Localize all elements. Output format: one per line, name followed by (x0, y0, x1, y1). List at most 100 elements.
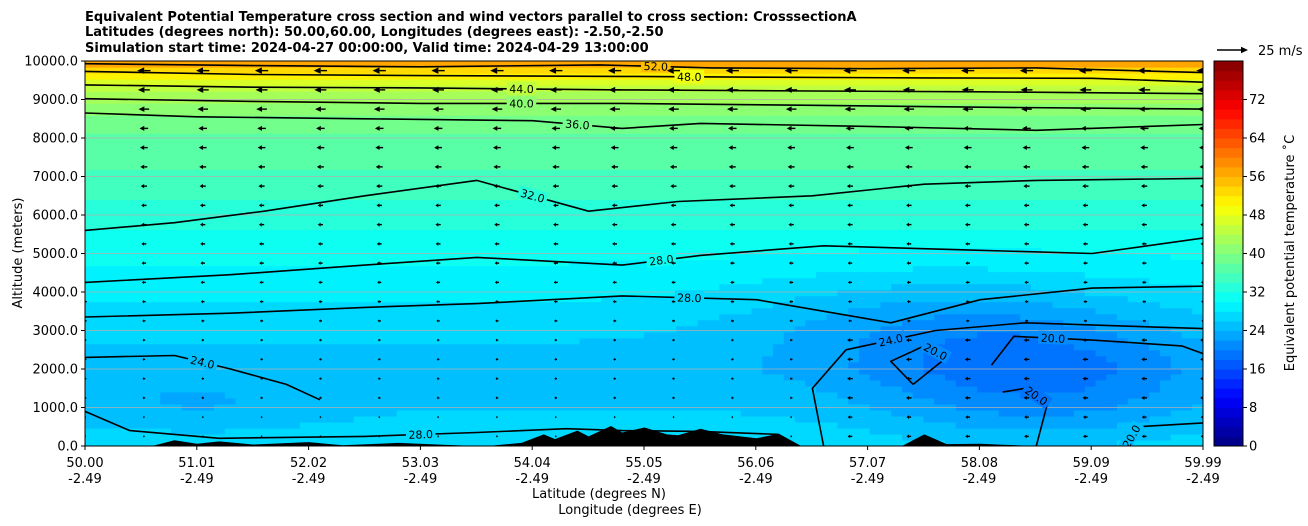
field-cell (794, 265, 806, 273)
field-cell (633, 271, 645, 279)
field-cell (988, 277, 1000, 285)
field-cell (1149, 433, 1161, 441)
field-cell (1009, 229, 1021, 237)
field-cell (149, 283, 161, 291)
field-cell (998, 157, 1011, 164)
field-cell (805, 223, 817, 231)
field-cell (310, 259, 323, 267)
field-cell (1063, 295, 1075, 303)
field-cell (1074, 415, 1086, 423)
field-cell (902, 169, 914, 176)
field-cell (880, 313, 892, 321)
field-cell (730, 349, 742, 357)
field-cell (504, 331, 516, 339)
field-cell (1160, 355, 1172, 363)
field-cell (730, 265, 742, 273)
field-cell (568, 235, 581, 243)
field-cell (730, 199, 742, 206)
field-cell (106, 325, 118, 333)
field-cell (1192, 265, 1203, 273)
field-cell (751, 325, 763, 333)
field-cell (1009, 391, 1021, 399)
field-cell (160, 421, 172, 429)
field-cell (622, 169, 634, 176)
field-cell (343, 367, 355, 375)
field-cell (267, 415, 280, 423)
field-cell (138, 391, 151, 399)
field-cell (1181, 409, 1193, 417)
field-cell (687, 313, 699, 321)
field-cell (966, 205, 978, 212)
field-cell (751, 301, 763, 309)
field-cell (461, 169, 473, 176)
field-cell (740, 247, 753, 255)
field-cell (386, 301, 398, 309)
field-cell (257, 205, 269, 212)
field-cell (375, 373, 387, 381)
field-cell (837, 229, 849, 237)
field-cell (1074, 367, 1086, 375)
field-cell (278, 325, 290, 333)
field-cell (730, 283, 742, 291)
field-cell (869, 307, 882, 315)
field-cell (482, 385, 495, 393)
field-cell (364, 409, 376, 417)
field-cell (128, 193, 140, 200)
field-cell (977, 325, 989, 333)
field-cell (848, 157, 860, 164)
field-cell (1181, 199, 1193, 206)
field-cell (214, 415, 226, 423)
field-cell (353, 253, 366, 261)
field-cell (235, 247, 247, 255)
field-cell (504, 367, 516, 375)
field-cell (1031, 277, 1043, 285)
field-cell (654, 379, 667, 387)
field-cell (515, 355, 527, 363)
field-cell (504, 343, 516, 351)
field-cell (762, 289, 774, 297)
field-cell (912, 169, 925, 176)
field-cell (998, 181, 1011, 188)
field-cell (1170, 247, 1183, 255)
field-cell (601, 253, 613, 261)
field-cell (762, 325, 774, 333)
field-cell (848, 439, 860, 446)
field-cell (730, 187, 742, 194)
field-cell (117, 205, 129, 212)
field-cell (1031, 325, 1043, 333)
field-cell (1117, 433, 1129, 441)
field-cell (1192, 427, 1203, 435)
field-cell (945, 181, 957, 188)
field-cell (117, 163, 129, 170)
field-cell (117, 301, 129, 309)
field-cell (923, 175, 935, 182)
field-cell (794, 205, 806, 212)
field-cell (1095, 223, 1107, 231)
field-cell (773, 415, 785, 423)
field-cell (568, 289, 581, 297)
field-cell (429, 415, 441, 423)
field-cell (816, 265, 828, 273)
field-cell (1160, 415, 1172, 423)
field-cell (912, 343, 925, 351)
field-cell (85, 235, 97, 243)
field-cell (525, 277, 538, 285)
field-cell (622, 235, 634, 243)
field-cell (1084, 163, 1097, 170)
field-cell (450, 223, 462, 231)
field-cell (816, 283, 828, 291)
field-cell (579, 193, 591, 200)
field-cell (1117, 289, 1129, 297)
field-cell (837, 295, 849, 303)
field-cell (1138, 415, 1150, 423)
field-cell (450, 415, 462, 423)
field-cell (117, 235, 129, 243)
field-cell (1074, 355, 1086, 363)
field-cell (934, 289, 946, 297)
field-cell (1117, 193, 1129, 200)
field-cell (751, 163, 763, 170)
field-cell (622, 283, 634, 291)
field-cell (1074, 205, 1086, 212)
field-cell (762, 313, 774, 321)
field-cell (547, 265, 559, 273)
